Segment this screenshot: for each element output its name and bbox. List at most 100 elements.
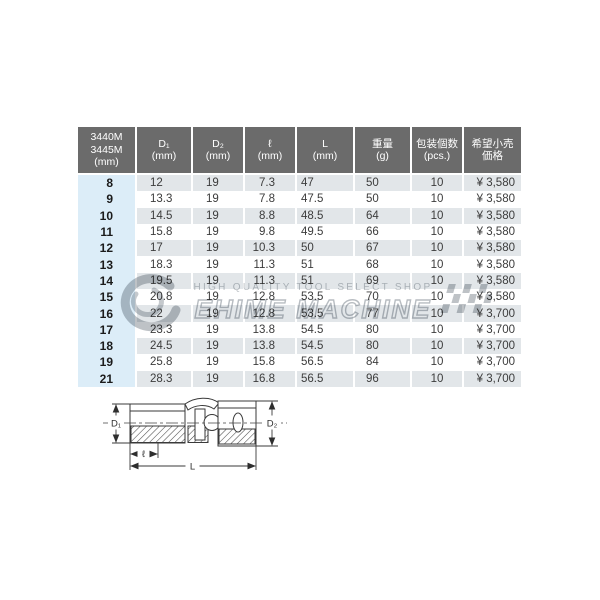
cell-price: ¥ 3,580 (464, 207, 521, 224)
cell-size: 17 (78, 321, 135, 338)
table-row: 21 28.3 19 16.8 56.5 96 10 ¥ 3,700 (78, 370, 521, 387)
table-row: 13 18.3 19 11.3 51 68 10 ¥ 3,580 (78, 256, 521, 273)
cell-size: 16 (78, 305, 135, 322)
cell-weight: 50 (355, 191, 410, 208)
cell-price: ¥ 3,580 (464, 256, 521, 273)
cell-price: ¥ 3,580 (464, 272, 521, 290)
cell-weight: 67 (355, 240, 410, 257)
cell-weight: 64 (355, 207, 410, 224)
table-row: 14 19.5 19 11.3 51 69 10 ¥ 3,580 (78, 272, 521, 290)
cell-weight: 77 (355, 305, 410, 322)
cell-weight: 84 (355, 354, 410, 371)
dim-label-d1: D₁ (111, 419, 121, 430)
cell-pcs: 10 (412, 337, 462, 355)
col-header-d2: D₂ (mm) (193, 127, 243, 175)
col-header-pcs: 包装個数 (pcs.) (412, 127, 462, 175)
cell-d2: 19 (193, 191, 243, 208)
cell-d1: 20.8 (137, 289, 191, 306)
table-row: 18 24.5 19 13.8 54.5 80 10 ¥ 3,700 (78, 337, 521, 355)
cell-len: 7.3 (245, 175, 295, 192)
cell-d2: 19 (193, 289, 243, 306)
cell-pcs: 10 (412, 175, 462, 192)
cell-pcs: 10 (412, 207, 462, 224)
col-header-L: L (mm) (297, 127, 353, 175)
cell-weight: 69 (355, 272, 410, 290)
cell-d1: 25.8 (137, 354, 191, 371)
col-header-d1: D₁ (mm) (137, 127, 191, 175)
col-header-line: 3440M (90, 131, 123, 144)
dimension-labels: D₁ D₂ ℓ L (108, 415, 281, 473)
dim-label-L: L (190, 462, 195, 473)
col-header-len: ℓ (mm) (245, 127, 295, 175)
table-row: 10 14.5 19 8.8 48.5 64 10 ¥ 3,580 (78, 207, 521, 224)
cell-price: ¥ 3,580 (464, 223, 521, 241)
cell-d1: 12 (137, 175, 191, 192)
cell-price: ¥ 3,700 (464, 354, 521, 371)
col-header-line: 3445M (90, 143, 123, 156)
cell-weight: 80 (355, 321, 410, 338)
cell-d1: 19.5 (137, 272, 191, 290)
col-header-line: (mm) (94, 156, 119, 169)
cell-pcs: 10 (412, 272, 462, 290)
cell-d2: 19 (193, 240, 243, 257)
cell-len: 11.3 (245, 272, 295, 290)
cell-size: 21 (78, 370, 135, 387)
table-row: 15 20.8 19 12.8 53.5 70 10 ¥ 3,580 (78, 289, 521, 306)
cell-len: 8.8 (245, 207, 295, 224)
cell-size: 18 (78, 337, 135, 355)
table-row: 12 17 19 10.3 50 67 10 ¥ 3,580 (78, 240, 521, 257)
table-row: 16 22 19 12.8 53.5 77 10 ¥ 3,700 (78, 305, 521, 322)
cell-weight: 50 (355, 175, 410, 192)
cell-weight: 96 (355, 370, 410, 387)
dimension-diagram: D₁ D₂ ℓ L (103, 397, 287, 473)
cell-L: 56.5 (297, 354, 353, 371)
cell-price: ¥ 3,700 (464, 337, 521, 355)
cell-pcs: 10 (412, 289, 462, 306)
cell-size: 12 (78, 240, 135, 257)
spec-table: 3440M 3445M (mm) D₁ (mm) D₂ (mm) ℓ (mm) L (mm) 重量 (g… (76, 127, 523, 387)
table-row: 17 23.3 19 13.8 54.5 80 10 ¥ 3,700 (78, 321, 521, 338)
cell-len: 9.8 (245, 223, 295, 241)
cell-d2: 19 (193, 370, 243, 387)
cell-pcs: 10 (412, 256, 462, 273)
cell-price: ¥ 3,580 (464, 240, 521, 257)
cell-len: 13.8 (245, 321, 295, 338)
cell-size: 11 (78, 223, 135, 241)
cell-pcs: 10 (412, 321, 462, 338)
cell-L: 54.5 (297, 321, 353, 338)
col-header-line: (g) (376, 150, 389, 162)
cell-d1: 17 (137, 240, 191, 257)
cell-L: 53.5 (297, 289, 353, 306)
cell-len: 15.8 (245, 354, 295, 371)
cell-d2: 19 (193, 256, 243, 273)
cell-len: 12.8 (245, 289, 295, 306)
col-header-line: L (322, 137, 328, 150)
cell-size: 19 (78, 354, 135, 371)
cell-size: 15 (78, 289, 135, 306)
cell-size: 9 (78, 191, 135, 208)
cell-d2: 19 (193, 207, 243, 224)
header-row: 3440M 3445M (mm) D₁ (mm) D₂ (mm) ℓ (mm) L (mm) 重量 (g… (78, 127, 521, 175)
cell-pcs: 10 (412, 240, 462, 257)
col-header-line: (mm) (151, 150, 177, 162)
cell-d2: 19 (193, 354, 243, 371)
cell-L: 56.5 (297, 370, 353, 387)
cell-d2: 19 (193, 272, 243, 290)
cell-pcs: 10 (412, 191, 462, 208)
col-header-line: (mm) (257, 150, 283, 162)
col-header-line: D₁ (158, 137, 170, 150)
cell-price: ¥ 3,700 (464, 321, 521, 338)
cell-size: 14 (78, 272, 135, 290)
col-header-line: (mm) (312, 150, 338, 162)
col-header-line: ℓ (268, 137, 272, 150)
col-header-line: (pcs.) (423, 150, 451, 162)
cell-L: 51 (297, 256, 353, 273)
socket-drawing (129, 397, 257, 447)
cell-price: ¥ 3,700 (464, 305, 521, 322)
cell-L: 47.5 (297, 191, 353, 208)
cell-weight: 80 (355, 337, 410, 355)
dim-label-d2: D₂ (267, 419, 278, 430)
cell-L: 50 (297, 240, 353, 257)
cell-size: 10 (78, 207, 135, 224)
